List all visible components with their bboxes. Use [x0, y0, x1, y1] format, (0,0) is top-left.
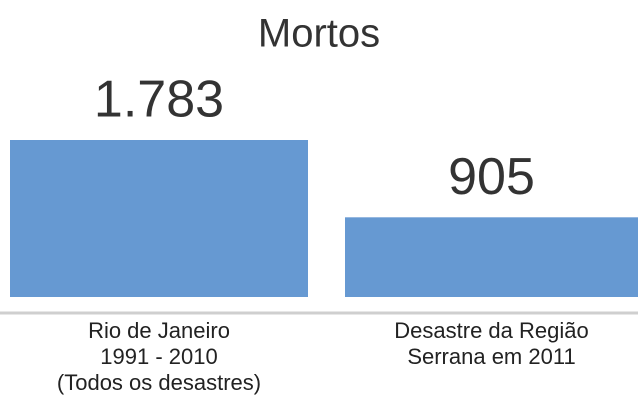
- chart-title: Mortos: [258, 12, 380, 56]
- category-label: Desastre da Região Serrana em 2011: [394, 318, 589, 369]
- bar: [10, 140, 308, 297]
- value-label: 905: [448, 148, 535, 206]
- value-label: 1.783: [94, 71, 224, 129]
- category-label: Rio de Janeiro 1991 - 2010 (Todos os des…: [56, 318, 262, 395]
- bar: [345, 217, 638, 297]
